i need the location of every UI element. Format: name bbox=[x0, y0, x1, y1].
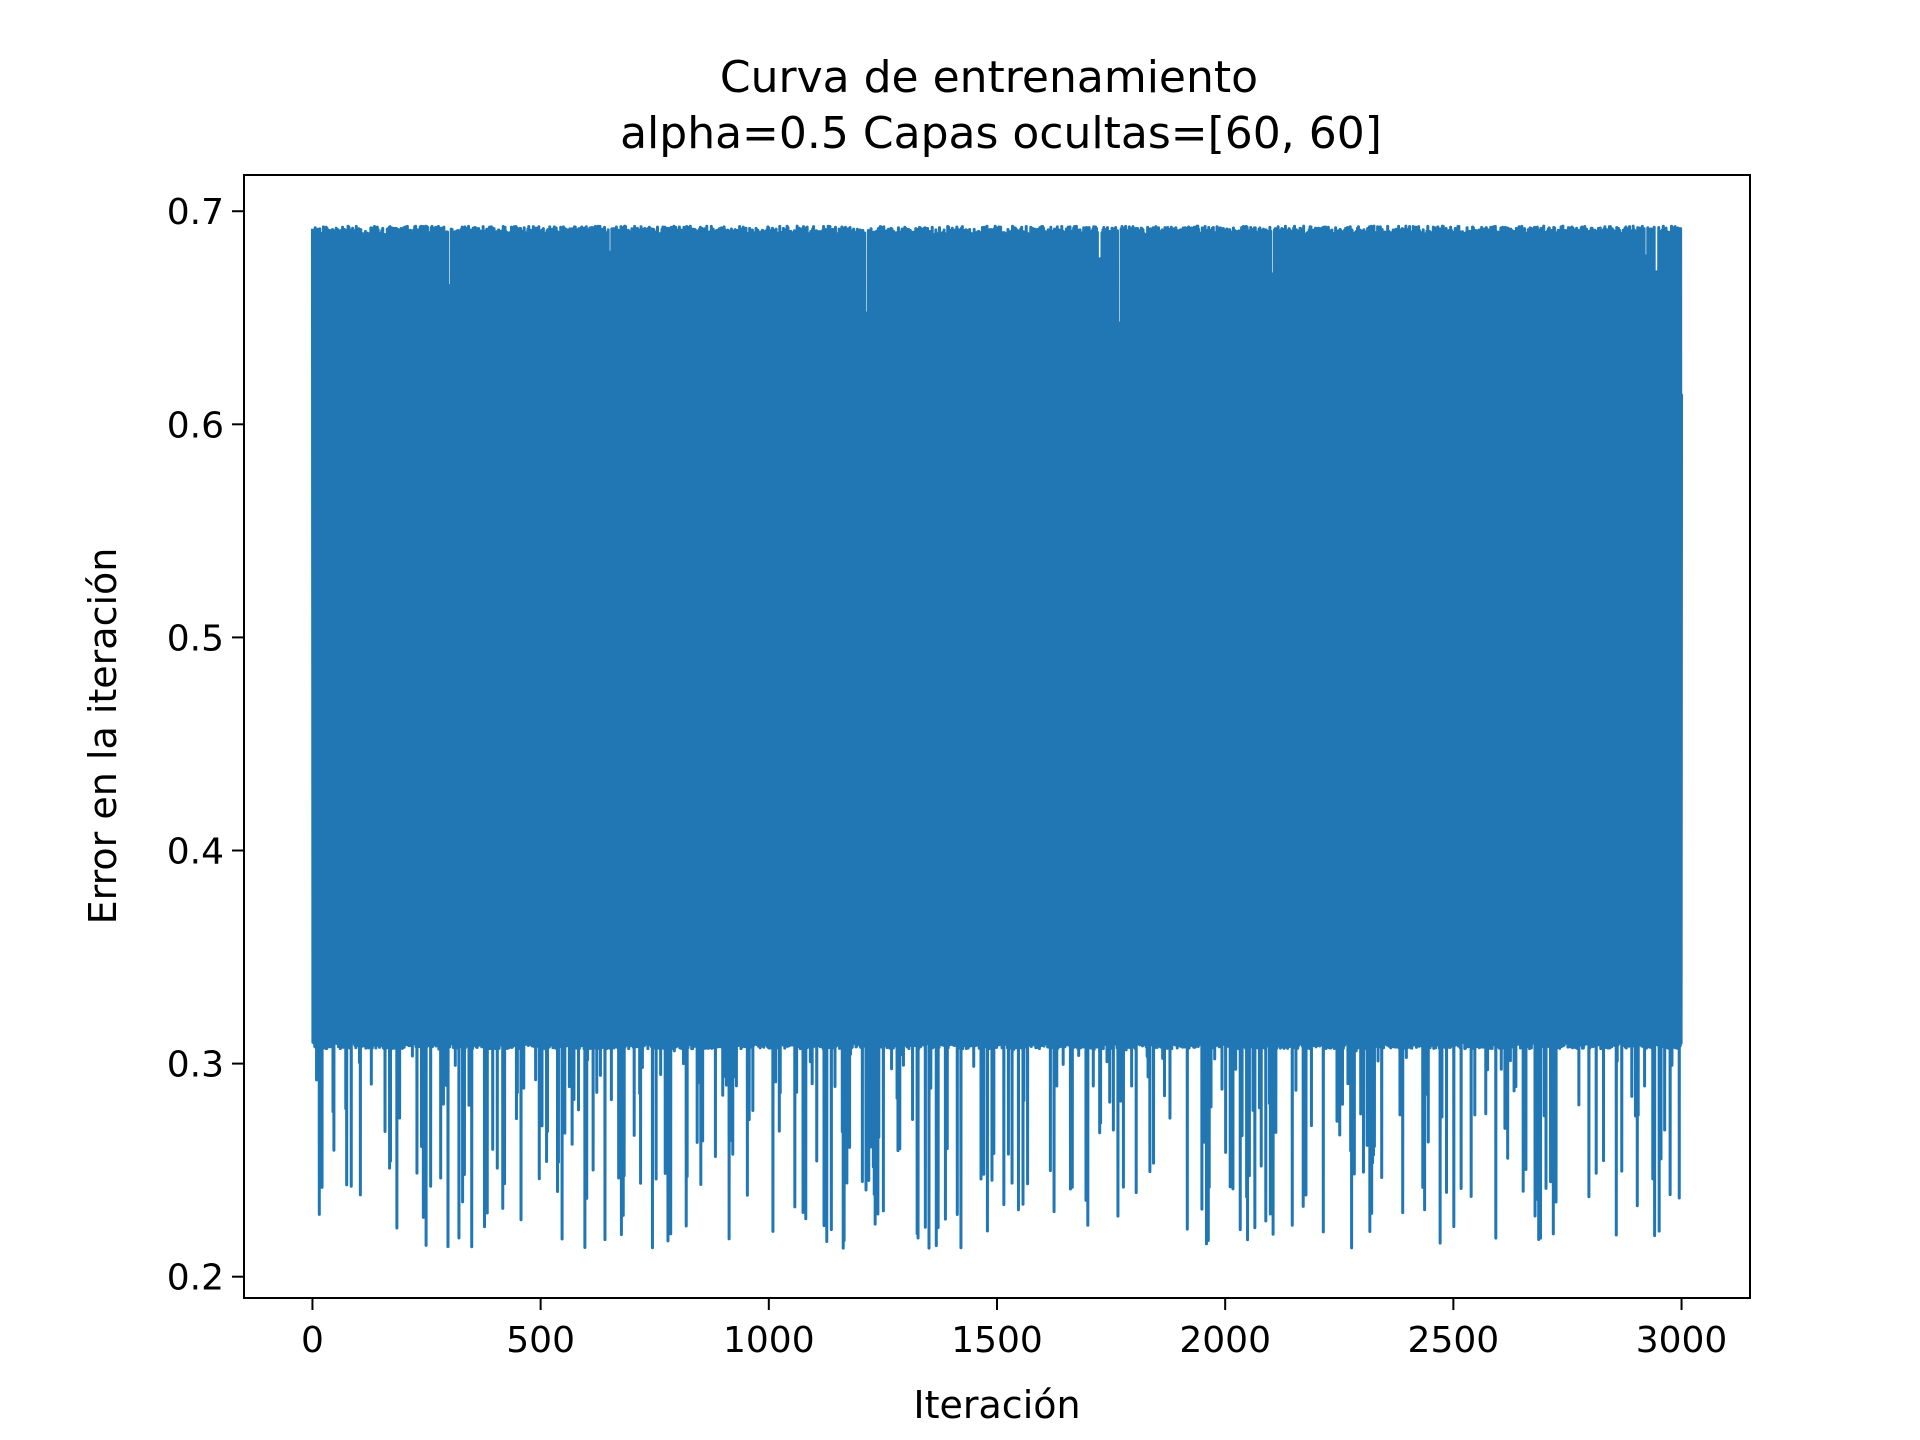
y-tick-label: 0.3 bbox=[167, 1045, 224, 1086]
x-tick-label: 1000 bbox=[723, 1320, 815, 1361]
y-axis: 0.2 0.3 0.4 0.5 0.6 0.7 bbox=[167, 192, 244, 1299]
y-tick-label: 0.2 bbox=[167, 1258, 224, 1299]
x-tick-label: 1500 bbox=[951, 1320, 1043, 1361]
y-tick-label: 0.6 bbox=[167, 405, 224, 446]
y-tick-label: 0.5 bbox=[167, 618, 224, 659]
x-tick-label: 500 bbox=[506, 1320, 575, 1361]
y-tick-label: 0.4 bbox=[167, 832, 224, 873]
y-axis-label: Error en la iteración bbox=[81, 548, 125, 925]
x-axis: 0 500 1000 1500 2000 2500 3000 bbox=[301, 1298, 1727, 1361]
x-tick-label: 2500 bbox=[1408, 1320, 1500, 1361]
chart-title: Curva de entrenamiento bbox=[720, 52, 1258, 103]
x-axis-label: Iteración bbox=[913, 1383, 1080, 1427]
x-tick-label: 0 bbox=[301, 1320, 324, 1361]
chart-subtitle: alpha=0.5 Capas ocultas=[60, 60] bbox=[620, 108, 1382, 159]
x-tick-label: 2000 bbox=[1179, 1320, 1271, 1361]
y-tick-label: 0.7 bbox=[167, 192, 224, 233]
plot-marks bbox=[310, 224, 1684, 1250]
x-tick-label: 3000 bbox=[1636, 1320, 1728, 1361]
series-line-training-error bbox=[310, 224, 1684, 1250]
